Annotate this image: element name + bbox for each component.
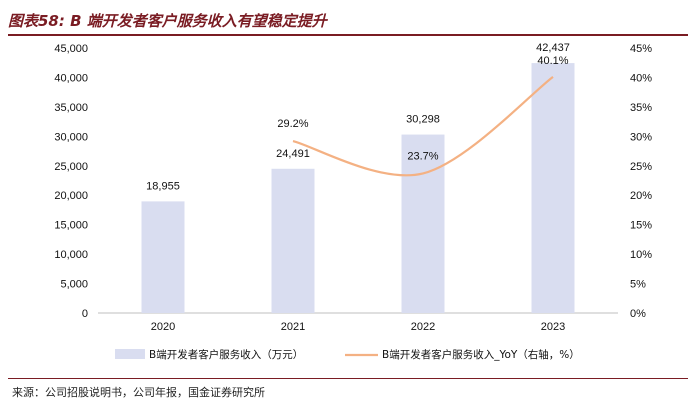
left-axis-tick-label: 10,000 xyxy=(54,249,88,261)
right-axis-tick-label: 15% xyxy=(630,220,652,232)
left-axis-tick-label: 15,000 xyxy=(54,220,88,232)
left-axis-tick-label: 40,000 xyxy=(54,72,88,84)
left-axis-tick-label: 5,000 xyxy=(60,279,88,291)
left-axis-tick-label: 20,000 xyxy=(54,190,88,202)
page-title: 图表58: B 端开发者客户服务收入有望稳定提升 xyxy=(8,12,327,30)
bar-value-label: 42,437 xyxy=(536,42,570,54)
line-value-label: 29.2% xyxy=(277,118,308,130)
bar xyxy=(531,63,575,313)
right-axis-tick-label: 30% xyxy=(630,131,652,143)
x-axis-tick-label: 2021 xyxy=(281,321,305,333)
legend-bar-label: B端开发者客户服务收入（万元） xyxy=(149,348,303,361)
right-axis-tick-label: 35% xyxy=(630,102,652,114)
bar xyxy=(271,168,315,313)
x-axis-tick-label: 2023 xyxy=(541,321,565,333)
left-axis-tick-label: 0 xyxy=(82,308,88,320)
left-axis-tick-label: 25,000 xyxy=(54,161,88,173)
left-axis-tick-label: 35,000 xyxy=(54,102,88,114)
bar xyxy=(401,134,445,313)
right-axis-tick-label: 0% xyxy=(630,308,646,320)
chart-header: 图表58: B 端开发者客户服务收入有望稳定提升 xyxy=(8,4,688,36)
legend-bar-swatch xyxy=(115,349,145,359)
legend-line-label: B端开发者客户服务收入_YoY（右轴，%） xyxy=(382,348,580,361)
yoy-line xyxy=(292,75,554,177)
source-note: 来源：公司招股说明书，公司年报，国金证券研究所 xyxy=(12,386,265,399)
bar-value-label: 30,298 xyxy=(406,114,440,126)
right-axis-tick-label: 10% xyxy=(630,249,652,261)
right-axis-tick-label: 25% xyxy=(630,161,652,173)
right-axis-tick-label: 45% xyxy=(630,43,652,55)
right-axis-tick-label: 40% xyxy=(630,72,652,84)
bar-value-label: 18,955 xyxy=(146,180,180,192)
right-axis-tick-label: 5% xyxy=(630,279,646,291)
footer-divider xyxy=(8,378,688,379)
line-value-label: 23.7% xyxy=(407,150,438,162)
left-axis-tick-label: 45,000 xyxy=(54,43,88,55)
x-axis-tick-label: 2022 xyxy=(411,321,435,333)
right-axis-tick-label: 20% xyxy=(630,190,652,202)
bar-value-label: 24,491 xyxy=(276,148,310,160)
title-divider xyxy=(8,34,688,36)
bar xyxy=(141,201,185,313)
left-axis-tick-label: 30,000 xyxy=(54,131,88,143)
x-axis-tick-label: 2020 xyxy=(151,321,175,333)
line-value-label: 40.1% xyxy=(537,55,568,67)
